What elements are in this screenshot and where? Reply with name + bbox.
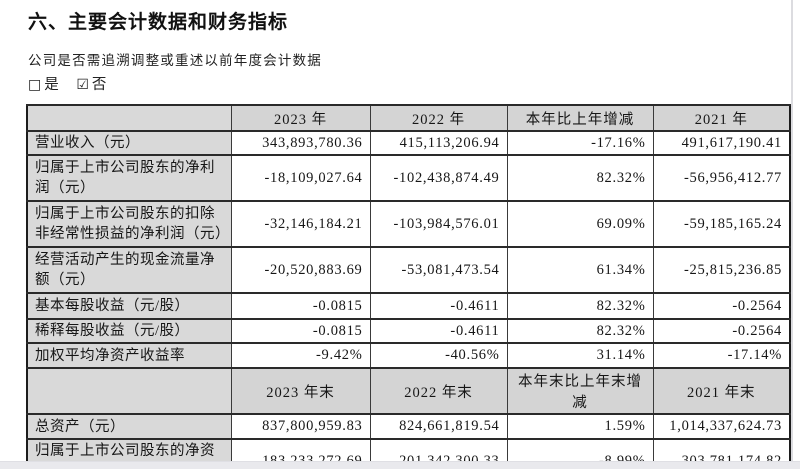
row-label-cell: 稀释每股收益（元/股） (26, 318, 232, 344)
row-label-cell: 归属于上市公司股东的净资产（元） (26, 438, 232, 469)
value-cell-2021: -0.2564 (652, 318, 791, 344)
checkbox-checked-icon: ☑ (76, 77, 90, 93)
header-yearend-change: 本年末比上年末增减 (506, 367, 654, 415)
value-cell-change: 61.34% (506, 246, 654, 294)
value-cell-2023: 837,800,959.83 (230, 413, 371, 440)
value-cell-2023: -32,146,184.21 (230, 200, 371, 248)
row-label-cell: 加权平均净资产收益率 (26, 342, 232, 369)
table-row-revenue: 营业收入（元） 343,893,780.36 415,113,206.94 -1… (26, 130, 791, 156)
page-title: 六、主要会计数据和财务指标 (28, 12, 289, 33)
value-cell-2022: -102,438,874.49 (369, 154, 508, 202)
header-2022: 2022 年 (369, 104, 508, 132)
table-row-total-assets: 总资产（元） 837,800,959.83 824,661,819.54 1.5… (26, 413, 791, 440)
option-no: ☑ 否 (76, 77, 107, 93)
value-cell-change: 82.32% (506, 318, 654, 344)
checkbox-unchecked-icon: □ (28, 77, 43, 93)
value-cell-2023: 343,893,780.36 (230, 130, 371, 156)
value-cell-change: 1.59% (506, 413, 654, 440)
row-label-cell: 归属于上市公司股东的扣除非经常性损益的净利润（元） (26, 200, 232, 248)
header-empty-cell (26, 104, 232, 132)
value-cell-2021: -59,185,165.24 (652, 200, 791, 248)
restatement-question: 公司是否需追溯调整或重述以前年度会计数据 (28, 53, 322, 68)
value-cell-2023: -0.0815 (230, 292, 371, 320)
header-2022-end: 2022 年末 (369, 367, 508, 415)
page-right-edge (791, 0, 793, 461)
option-yes: □ 是 (28, 77, 60, 93)
value-cell-2022: -103,984,576.01 (369, 200, 508, 248)
table-row-diluted-eps: 稀释每股收益（元/股） -0.0815 -0.4611 82.32% -0.25… (26, 318, 791, 344)
header-empty-cell (26, 367, 232, 415)
value-cell-2022: -0.4611 (369, 292, 508, 320)
value-cell-2023: -18,109,027.64 (230, 154, 371, 202)
value-cell-2022: 824,661,819.54 (369, 413, 508, 440)
value-cell-2021: 1,014,337,624.73 (652, 413, 791, 440)
header-2023-end: 2023 年末 (230, 367, 371, 415)
table-header-row-annual: 2023 年 2022 年 本年比上年增减 2021 年 (26, 104, 791, 132)
header-2023: 2023 年 (230, 104, 371, 132)
value-cell-2021: 491,617,190.41 (652, 130, 791, 156)
header-yoy-change: 本年比上年增减 (506, 104, 654, 132)
row-label-cell: 总资产（元） (26, 413, 232, 440)
value-cell-change: 31.14% (506, 342, 654, 369)
option-no-label: 否 (91, 77, 108, 93)
value-cell-2022: -0.4611 (369, 318, 508, 344)
header-2021-end: 2021 年末 (652, 367, 791, 415)
page-bottom-strip (0, 461, 800, 469)
restatement-options: □ 是 ☑ 否 (28, 73, 119, 94)
row-label-cell: 归属于上市公司股东的净利润（元） (26, 154, 232, 202)
option-yes-label: 是 (44, 77, 60, 93)
value-cell-change: 82.32% (506, 154, 654, 202)
header-2021: 2021 年 (652, 104, 791, 132)
value-cell-change: -17.16% (506, 130, 654, 156)
value-cell-2023: -9.42% (230, 342, 371, 369)
value-cell-2021: -25,815,236.85 (652, 246, 791, 294)
value-cell-change: 69.09% (506, 200, 654, 248)
value-cell-2022: -40.56% (369, 342, 508, 369)
value-cell-change: 82.32% (506, 292, 654, 320)
table-row-net-profit-excl-nonrecurring: 归属于上市公司股东的扣除非经常性损益的净利润（元） -32,146,184.21… (26, 200, 791, 248)
row-label-cell: 经营活动产生的现金流量净额（元） (26, 246, 232, 294)
value-cell-2021: -17.14% (652, 342, 791, 369)
value-cell-2021: -0.2564 (652, 292, 791, 320)
table-row-operating-cash-flow: 经营活动产生的现金流量净额（元） -20,520,883.69 -53,081,… (26, 246, 791, 294)
table-row-basic-eps: 基本每股收益（元/股） -0.0815 -0.4611 82.32% -0.25… (26, 292, 791, 320)
value-cell-2021: -56,956,412.77 (652, 154, 791, 202)
table-row-weighted-avg-roe: 加权平均净资产收益率 -9.42% -40.56% 31.14% -17.14% (26, 342, 791, 369)
value-cell-2023: -0.0815 (230, 318, 371, 344)
value-cell-2022: 415,113,206.94 (369, 130, 508, 156)
value-cell-2023: -20,520,883.69 (230, 246, 371, 294)
table-row-net-profit: 归属于上市公司股东的净利润（元） -18,109,027.64 -102,438… (26, 154, 791, 202)
row-label-cell: 营业收入（元） (26, 130, 232, 156)
row-label-cell: 基本每股收益（元/股） (26, 292, 232, 320)
table-header-row-yearend: 2023 年末 2022 年末 本年末比上年末增减 2021 年末 (26, 367, 791, 415)
financial-table: 2023 年 2022 年 本年比上年增减 2021 年 营业收入（元） 343… (26, 104, 791, 469)
value-cell-2022: -53,081,473.54 (369, 246, 508, 294)
